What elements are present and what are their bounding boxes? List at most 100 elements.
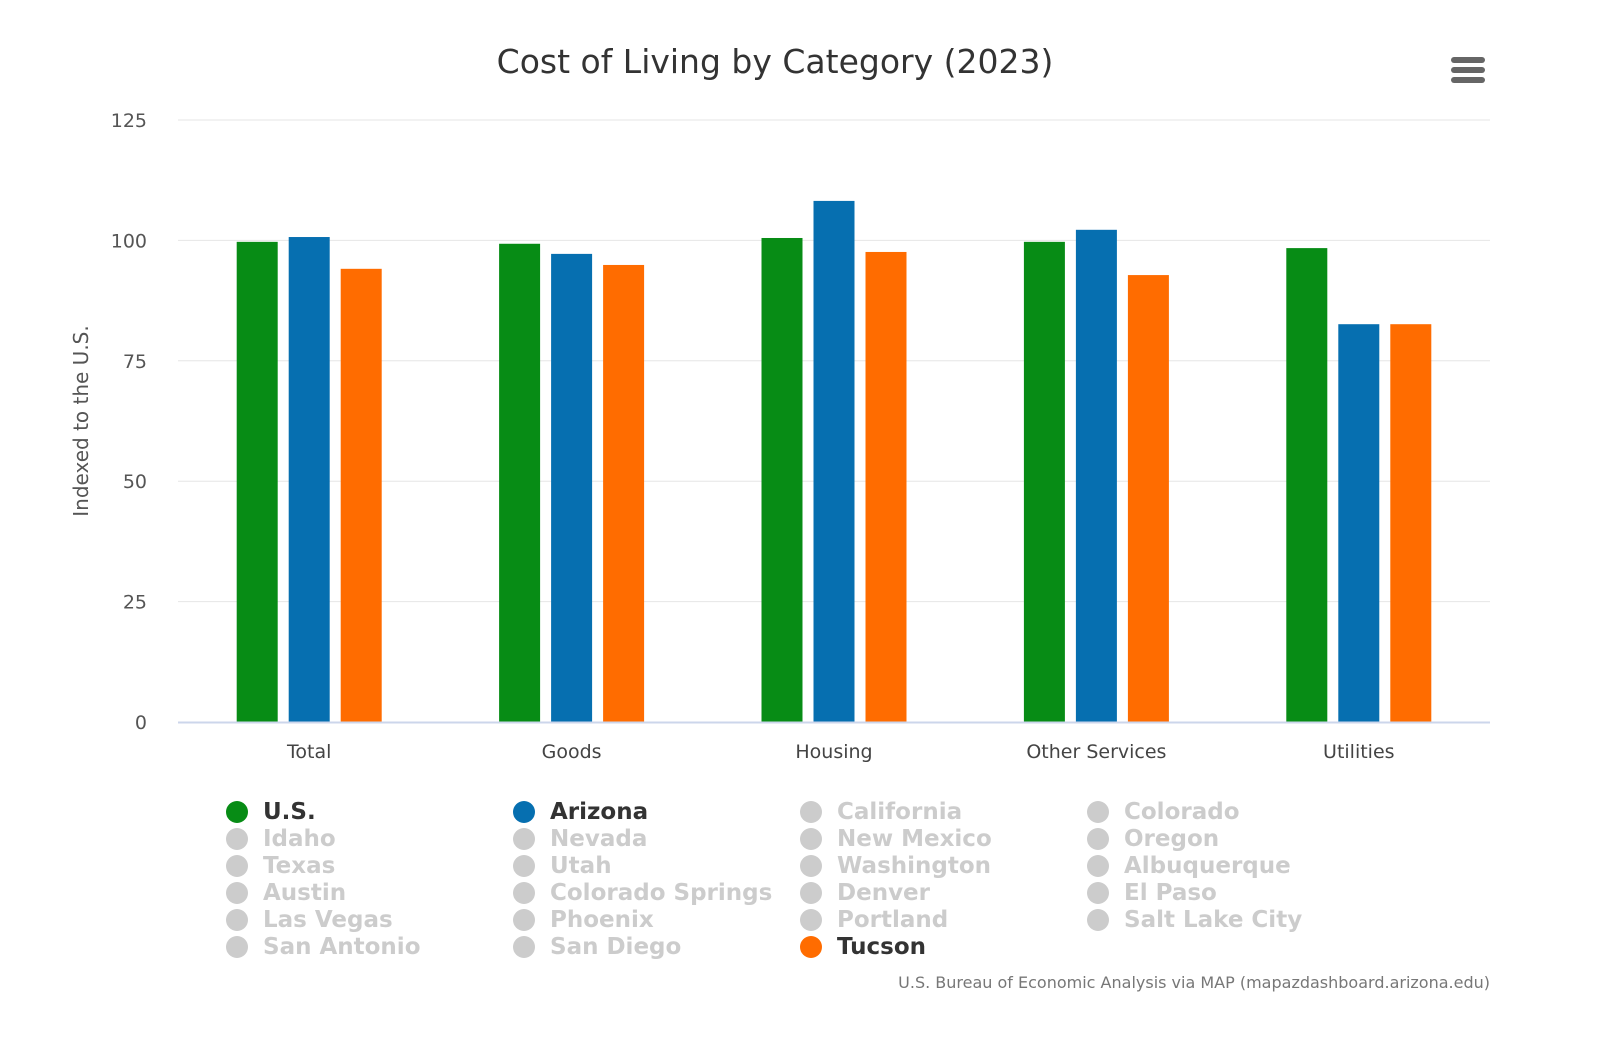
legend-item[interactable]: El Paso: [1087, 879, 1374, 906]
legend-item[interactable]: Texas: [226, 852, 513, 879]
legend-marker-icon: [800, 881, 822, 904]
legend-item[interactable]: Austin: [226, 879, 513, 906]
legend-label: Albuquerque: [1124, 852, 1291, 879]
legend-marker-icon: [513, 854, 535, 877]
legend-label: Las Vegas: [263, 906, 393, 933]
legend-item[interactable]: Idaho: [226, 825, 513, 852]
bar: [1127, 275, 1169, 722]
y-axis-title: Indexed to the U.S.: [69, 325, 93, 516]
legend-item[interactable]: Washington: [800, 852, 1087, 879]
legend-marker-icon: [226, 908, 248, 931]
legend-marker-icon: [226, 881, 248, 904]
credit-text[interactable]: U.S. Bureau of Economic Analysis via MAP…: [898, 973, 1490, 992]
legend-marker-icon: [1087, 800, 1109, 823]
legend-marker-icon: [513, 827, 535, 850]
legend-label: Portland: [837, 906, 949, 933]
x-tick-label: Utilities: [1323, 741, 1395, 763]
legend-item[interactable]: Oregon: [1087, 825, 1374, 852]
y-tick-label: 125: [111, 110, 147, 132]
legend-label: San Diego: [550, 933, 682, 960]
legend-label: Phoenix: [550, 906, 654, 933]
x-tick-label: Housing: [795, 741, 872, 763]
bar: [603, 264, 645, 722]
bar: [1023, 241, 1065, 723]
legend-label: Arizona: [550, 798, 649, 825]
x-tick-label: Goods: [542, 741, 602, 763]
legend-marker-icon: [800, 800, 822, 823]
legend-label: Colorado Springs: [550, 879, 773, 906]
chart-title: Cost of Living by Category (2023): [496, 42, 1054, 81]
legend-item[interactable]: U.S.: [226, 798, 513, 825]
legend-item[interactable]: Tucson: [800, 933, 1087, 960]
legend-label: Tucson: [837, 933, 927, 960]
y-tick-label: 100: [111, 230, 147, 252]
legend-label: California: [837, 798, 963, 825]
legend-item[interactable]: Albuquerque: [1087, 852, 1374, 879]
legend-label: Washington: [837, 852, 992, 879]
y-tick-label: 0: [135, 712, 147, 734]
bar: [761, 237, 803, 722]
y-tick-label: 75: [123, 351, 147, 373]
legend-marker-icon: [800, 908, 822, 931]
bar: [236, 241, 278, 723]
legend-marker-icon: [1087, 881, 1109, 904]
legend-label: Idaho: [263, 825, 336, 852]
legend-item[interactable]: San Diego: [513, 933, 800, 960]
legend-item[interactable]: Colorado Springs: [513, 879, 800, 906]
legend-item[interactable]: Denver: [800, 879, 1087, 906]
legend-label: New Mexico: [837, 825, 992, 852]
legend-item[interactable]: San Antonio: [226, 933, 513, 960]
y-tick-label: 50: [123, 471, 147, 493]
legend-label: Colorado: [1124, 798, 1240, 825]
bar: [288, 237, 330, 722]
legend-marker-icon: [226, 854, 248, 877]
bar: [1286, 248, 1328, 723]
bar: [1390, 324, 1432, 722]
legend-label: Utah: [550, 852, 612, 879]
legend-item[interactable]: Portland: [800, 906, 1087, 933]
legend-item[interactable]: New Mexico: [800, 825, 1087, 852]
legend-item[interactable]: Nevada: [513, 825, 800, 852]
legend-marker-icon: [226, 935, 248, 958]
legend-label: U.S.: [263, 798, 316, 825]
legend-marker-icon: [1087, 908, 1109, 931]
legend-marker-icon: [513, 935, 535, 958]
hamburger-menu-icon[interactable]: [1451, 57, 1485, 85]
legend-marker-icon: [513, 908, 535, 931]
legend-item[interactable]: Colorado: [1087, 798, 1374, 825]
y-tick-label: 25: [123, 592, 147, 614]
legend-label: El Paso: [1124, 879, 1217, 906]
x-tick-label: Other Services: [1026, 741, 1166, 763]
bar: [1338, 324, 1380, 722]
legend-marker-icon: [226, 800, 248, 823]
legend-label: Denver: [837, 879, 930, 906]
legend-marker-icon: [800, 854, 822, 877]
bar: [499, 243, 541, 723]
legend-marker-icon: [513, 881, 535, 904]
legend-marker-icon: [1087, 854, 1109, 877]
x-tick-label: Total: [286, 741, 331, 763]
legend-marker-icon: [226, 827, 248, 850]
bar: [813, 200, 855, 722]
legend-marker-icon: [1087, 827, 1109, 850]
legend-label: Oregon: [1124, 825, 1220, 852]
legend-marker-icon: [513, 800, 535, 823]
legend-label: San Antonio: [263, 933, 421, 960]
legend-label: Texas: [263, 852, 336, 879]
legend-label: Nevada: [550, 825, 648, 852]
legend-item[interactable]: California: [800, 798, 1087, 825]
legend-item[interactable]: Arizona: [513, 798, 800, 825]
legend-item[interactable]: Las Vegas: [226, 906, 513, 933]
legend-item[interactable]: Phoenix: [513, 906, 800, 933]
legend: U.S. Arizona California Colorado Idaho Nevada…: [226, 798, 1374, 960]
legend-marker-icon: [800, 935, 822, 958]
legend-label: Salt Lake City: [1124, 906, 1303, 933]
bar: [1075, 229, 1117, 722]
bar: [865, 251, 907, 722]
legend-item[interactable]: Salt Lake City: [1087, 906, 1374, 933]
legend-marker-icon: [800, 827, 822, 850]
bar: [340, 268, 382, 722]
legend-item[interactable]: Utah: [513, 852, 800, 879]
legend-label: Austin: [263, 879, 347, 906]
